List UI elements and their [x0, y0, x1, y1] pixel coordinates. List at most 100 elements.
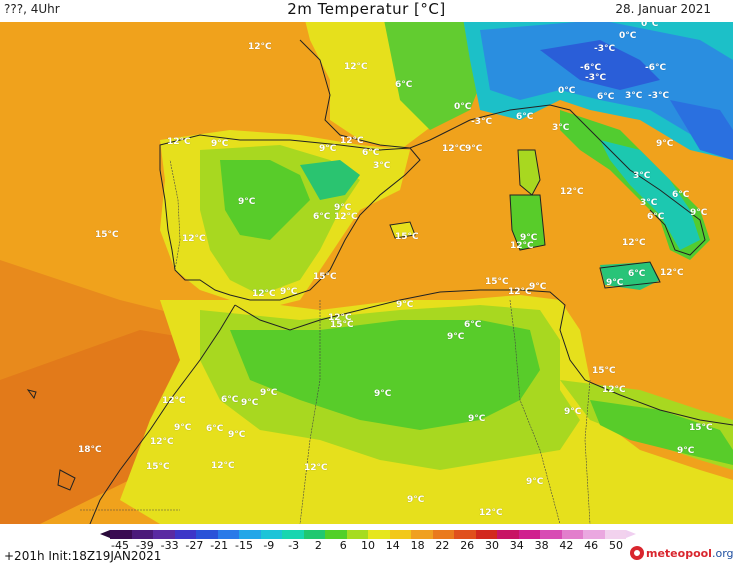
scale-segment	[540, 530, 562, 539]
scale-arrow-right	[626, 530, 636, 538]
temperature-label: 12°C	[510, 241, 534, 251]
temperature-label: 3°C	[373, 161, 391, 171]
temperature-label: 9°C	[396, 300, 414, 310]
temperature-label: -3°C	[585, 73, 607, 83]
temperature-label: 9°C	[334, 203, 352, 213]
temperature-label: 3°C	[552, 123, 570, 133]
scale-tick-label: -39	[135, 539, 154, 552]
temperature-label: 3°C	[625, 91, 643, 101]
italy-cold-zone	[600, 140, 700, 250]
temperature-label: -6°C	[580, 63, 602, 73]
color-scale-labels: -45 -39 -33 -27 -21 -15 -9 -3 2 6 10 14 18 22 26 30 34 38…	[111, 539, 636, 553]
scale-segment	[217, 530, 239, 539]
temperature-label: 12°C	[508, 287, 532, 297]
corsica-coast	[517, 149, 541, 196]
scale-tick-label: 2	[314, 539, 322, 552]
temperature-label: 6°C	[672, 190, 690, 200]
scale-segment	[518, 530, 540, 539]
temperature-label: -6°C	[645, 63, 667, 73]
temperature-label: 6°C	[221, 395, 239, 405]
temperature-label: 9°C	[656, 139, 674, 149]
temperature-label: 9°C	[280, 287, 298, 297]
sicily-zone	[600, 262, 660, 290]
temperature-label: 9°C	[465, 144, 483, 154]
scale-segment	[411, 530, 433, 539]
temperature-label: 9°C	[526, 477, 544, 487]
corsica-zone	[518, 150, 540, 195]
temperature-label: 9°C	[407, 495, 425, 505]
alps-green-zone	[380, 0, 490, 130]
scale-tick-label: 22	[435, 539, 450, 552]
balearic-zone	[390, 222, 415, 238]
temperature-label: 9°C	[241, 398, 259, 408]
scale-segment	[454, 530, 476, 539]
libya-green-zone	[590, 400, 733, 465]
temperature-label: 9°C	[228, 430, 246, 440]
meteopool-logo[interactable]: meteopool.org	[630, 544, 733, 562]
italy-coast	[469, 104, 706, 256]
sardinia-coast	[509, 194, 546, 251]
logo-text: meteopool.org	[646, 546, 733, 560]
temperature-label: 12°C	[182, 234, 206, 244]
scale-tick-label: 34	[509, 539, 524, 552]
scale-segment	[174, 530, 196, 539]
temperature-label: 12°C	[328, 313, 352, 323]
color-scale-bar	[110, 530, 626, 539]
canary-1	[57, 469, 76, 491]
border-2	[509, 299, 561, 524]
temperature-label: 12°C	[252, 289, 276, 299]
scale-tick-label: -9	[263, 539, 275, 552]
temperature-label: 15°C	[146, 462, 170, 472]
temperature-label: 9°C	[211, 139, 229, 149]
temperature-label: 3°C	[640, 198, 658, 208]
temperature-label: 15°C	[95, 230, 119, 240]
scale-segment	[561, 530, 583, 539]
temperature-label: 12°C	[304, 463, 328, 473]
temperature-label: 6°C	[464, 320, 482, 330]
temperature-label: 9°C	[319, 144, 337, 154]
scale-tick-label: -33	[160, 539, 179, 552]
mallorca-coast	[389, 221, 416, 239]
temperature-label: 6°C	[362, 148, 380, 158]
temperature-label: 15°C	[485, 277, 509, 287]
temperature-label: 9°C	[520, 233, 538, 243]
scale-segment	[475, 530, 497, 539]
scale-tick-label: 26	[460, 539, 475, 552]
coastlines	[26, 39, 733, 524]
scale-segment	[239, 530, 261, 539]
temperature-label: 9°C	[238, 197, 256, 207]
temperature-label: -3°C	[471, 117, 493, 127]
map-date: 28. Januar 2021	[615, 2, 711, 16]
temperature-label: 9°C	[690, 208, 708, 218]
temperature-label: 9°C	[468, 414, 486, 424]
map-header: ???, 4Uhr 2m Temperatur [°C] 28. Januar …	[0, 0, 733, 22]
temperature-label: 15°C	[689, 423, 713, 433]
map-canvas	[0, 0, 733, 524]
scale-segment	[497, 530, 519, 539]
scale-segment	[389, 530, 411, 539]
iberia-coast	[159, 134, 421, 301]
scale-tick-label: 38	[534, 539, 549, 552]
coldest-zone	[540, 40, 660, 90]
scale-tick-label: -27	[185, 539, 204, 552]
temperature-label: 18°C	[78, 445, 102, 455]
temperature-label: 0°C	[558, 86, 576, 96]
scale-tick-label: 46	[584, 539, 599, 552]
map-title: 2m Temperatur [°C]	[287, 0, 446, 18]
scale-tick-label: 42	[559, 539, 574, 552]
scale-segment	[131, 530, 153, 539]
scale-segment	[368, 530, 390, 539]
temperature-label: 12°C	[248, 42, 272, 52]
scale-tick-label: 30	[485, 539, 499, 552]
atlas-green-zone	[230, 320, 540, 430]
temperature-label: 3°C	[633, 171, 651, 181]
temperature-label: 6°C	[597, 92, 615, 102]
scale-arrow-left	[100, 530, 110, 538]
temperature-label: 15°C	[330, 320, 354, 330]
temperature-label: 12°C	[150, 437, 174, 447]
scale-tick-label: -21	[210, 539, 229, 552]
scale-tick-label: 18	[410, 539, 425, 552]
scale-segment	[196, 530, 218, 539]
border-3	[584, 379, 591, 524]
temperature-label: 12°C	[622, 238, 646, 248]
